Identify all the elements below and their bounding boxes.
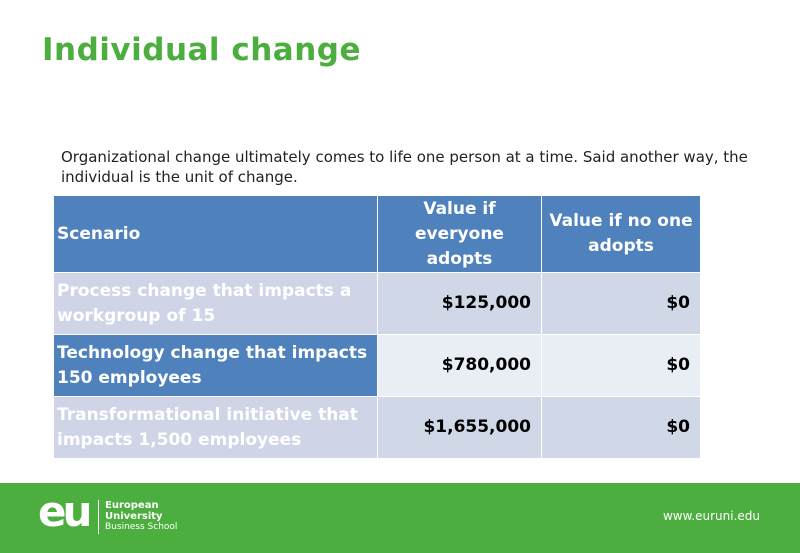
table-row: Technology change that impacts 150 emplo…: [53, 334, 701, 397]
website-url[interactable]: www.euruni.edu: [662, 509, 760, 523]
logo-text: European University Business School: [105, 500, 177, 533]
logo-line: Business School: [105, 522, 178, 532]
intro-text: Organizational change ultimately comes t…: [61, 148, 748, 186]
cell: Process change that impacts a workgroup …: [53, 272, 378, 335]
logo-mark: eu: [38, 487, 92, 536]
cell: $780,000: [377, 334, 542, 397]
cell: Technology change that impacts 150 emplo…: [53, 334, 378, 397]
header-row: Scenario Value if everyone adopts Value …: [53, 195, 701, 273]
scenario-table: Scenario Value if everyone adopts Value …: [53, 195, 701, 459]
logo-line: University: [105, 511, 163, 522]
column-header: Scenario: [53, 195, 378, 273]
cell: $0: [541, 272, 701, 335]
footer: eu European University Business School w…: [0, 483, 800, 553]
cell: Transformational initiative that impacts…: [53, 396, 378, 459]
cell: $1,655,000: [377, 396, 542, 459]
table-row: Process change that impacts a workgroup …: [53, 272, 701, 335]
cell: $125,000: [377, 272, 542, 335]
column-header: Value if no one adopts: [541, 195, 701, 273]
logo-separator: [98, 500, 99, 534]
cell: $0: [541, 396, 701, 459]
title: Individual change: [42, 32, 361, 68]
table-row: Transformational initiative that impacts…: [53, 396, 701, 459]
cell: $0: [541, 334, 701, 397]
column-header: Value if everyone adopts: [377, 195, 542, 273]
logo-line: European: [105, 500, 159, 511]
